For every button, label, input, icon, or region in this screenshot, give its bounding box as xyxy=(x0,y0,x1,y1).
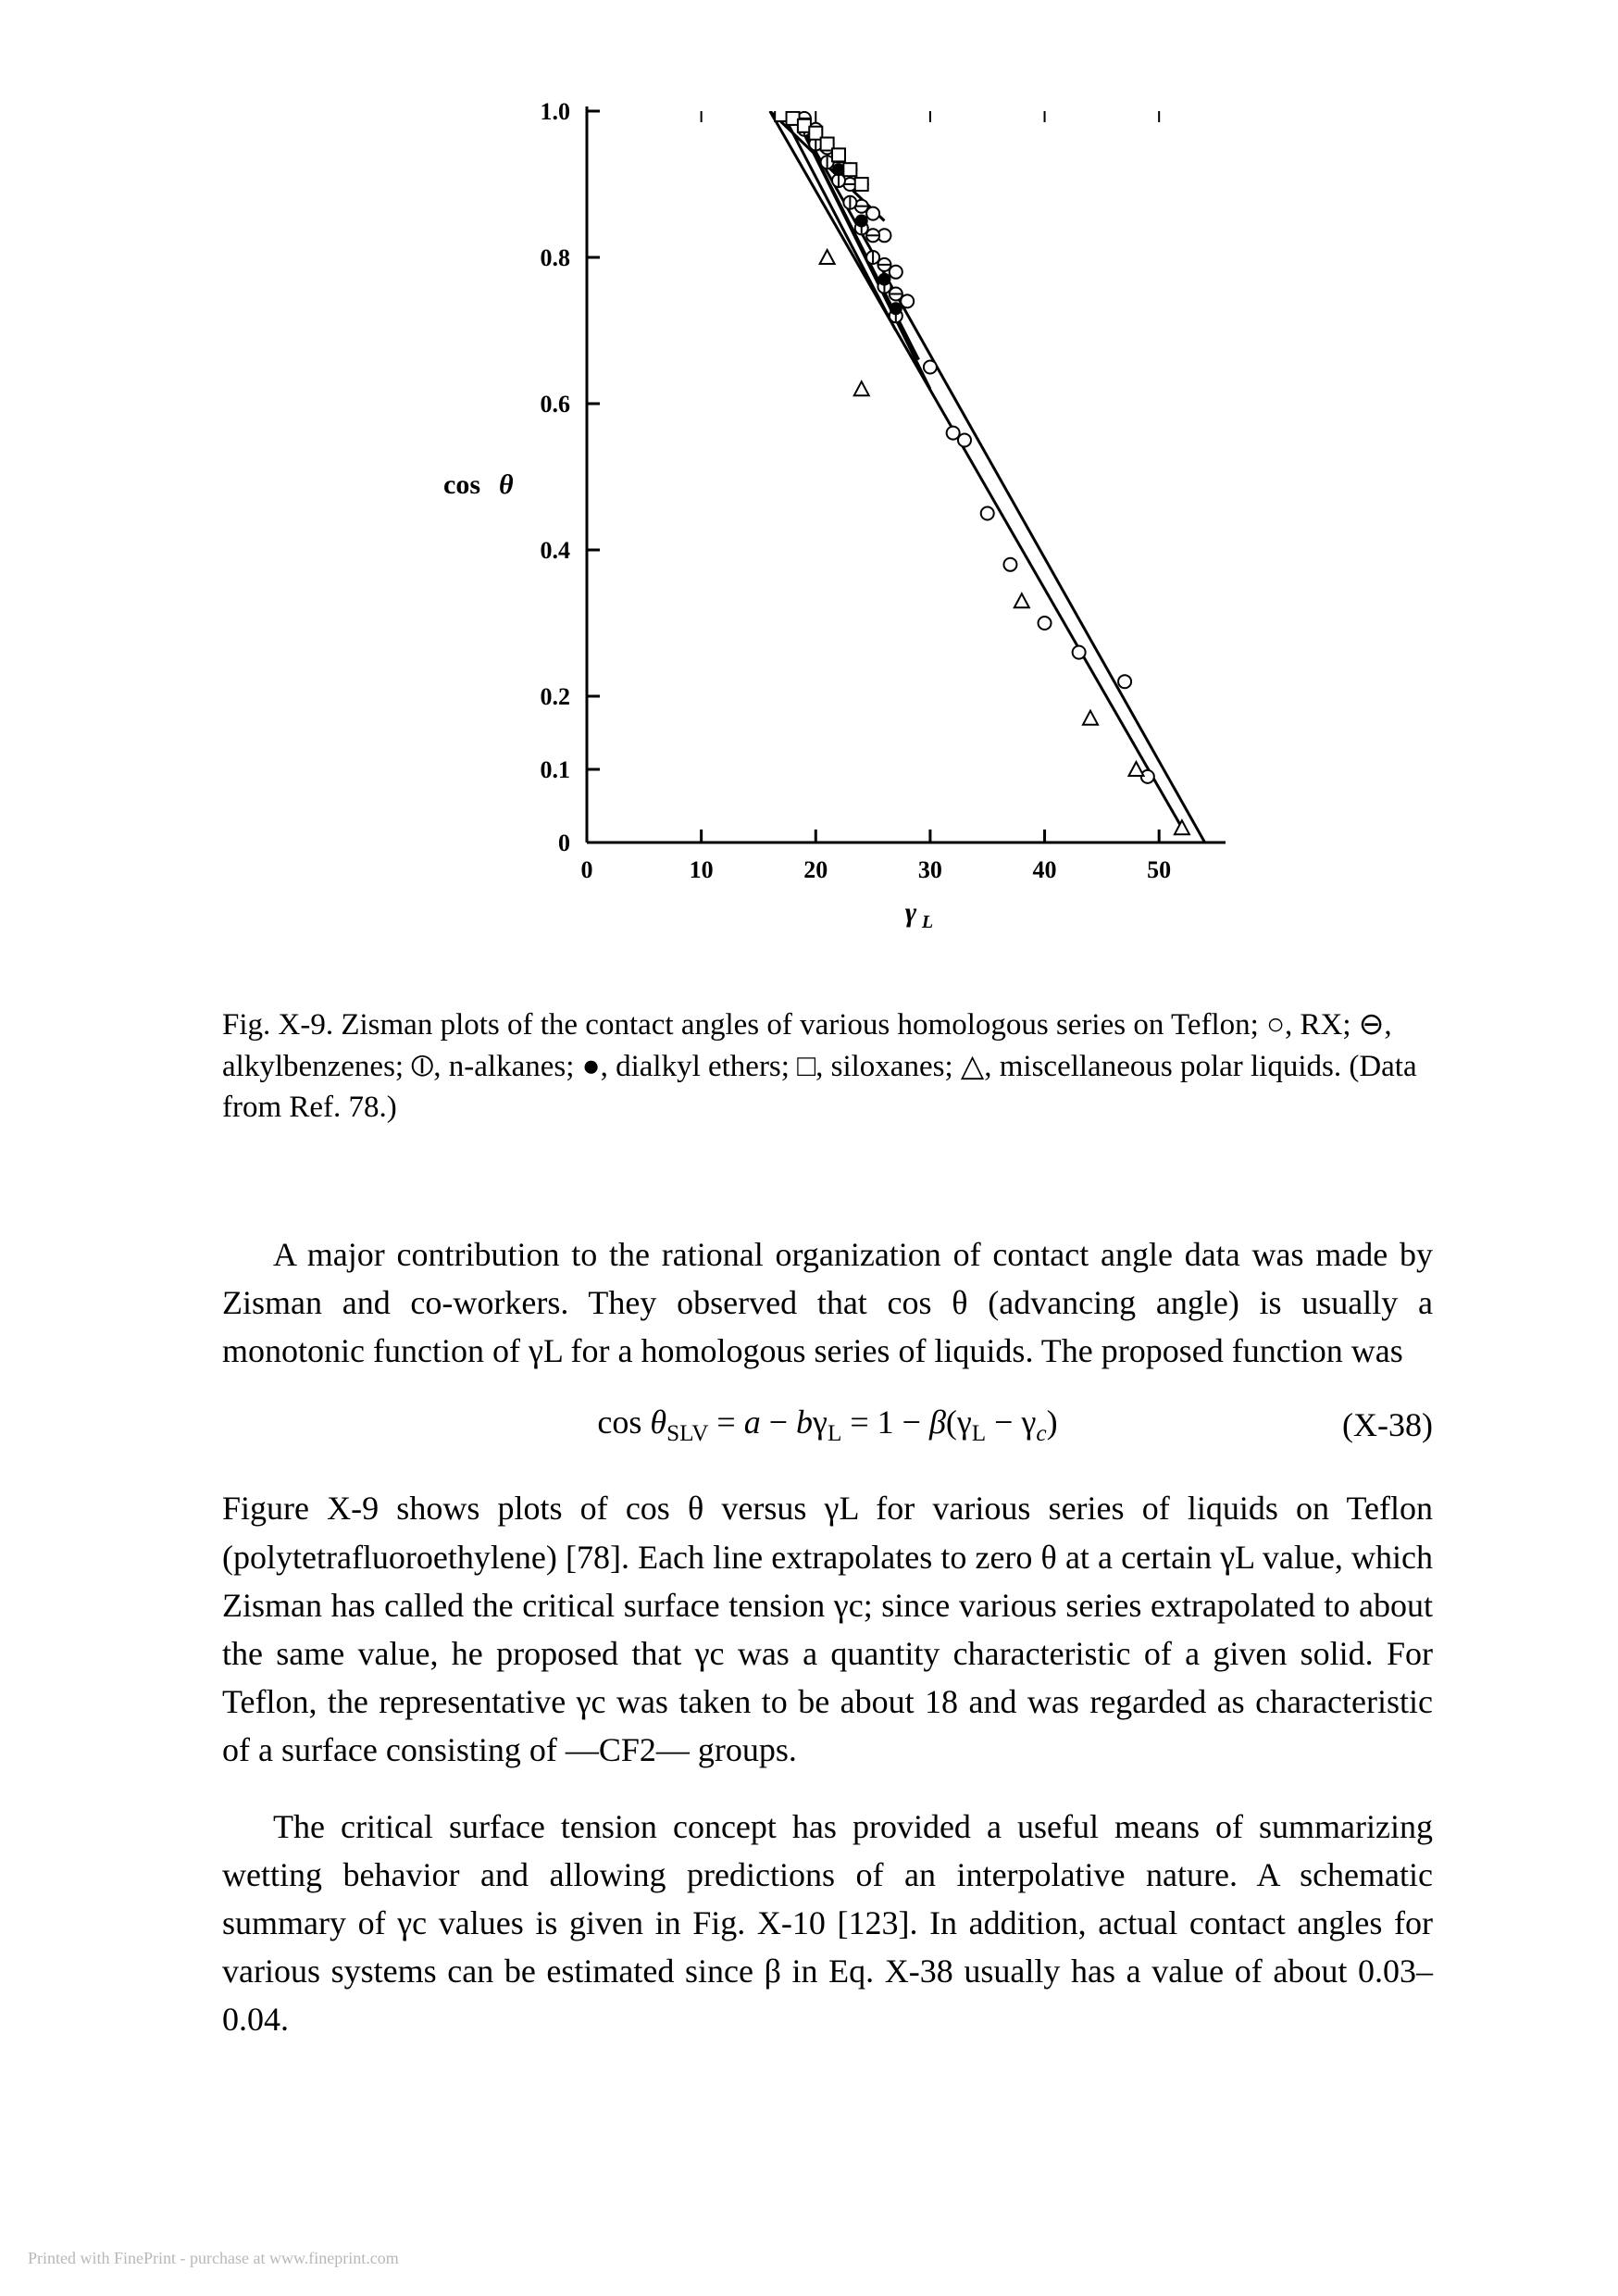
svg-text:0: 0 xyxy=(581,856,593,883)
footer-watermark: Printed with FinePrint - purchase at www… xyxy=(28,2249,399,2268)
svg-text:0.8: 0.8 xyxy=(541,244,571,271)
svg-text:0.1: 0.1 xyxy=(541,756,571,783)
svg-text:10: 10 xyxy=(690,856,714,883)
svg-text:0.6: 0.6 xyxy=(541,391,571,418)
equation-number: (X-38) xyxy=(1342,1405,1433,1444)
svg-text:γ: γ xyxy=(905,897,917,928)
svg-text:30: 30 xyxy=(918,856,942,883)
svg-text:1.0: 1.0 xyxy=(541,98,571,125)
svg-text:40: 40 xyxy=(1033,856,1057,883)
svg-text:cos: cos xyxy=(443,469,480,500)
zisman-chart: 0 10 20 30 40 50 0 0.1 0.2 0.4 0.6 0.8 1.0 γLcosθ xyxy=(402,74,1253,967)
equation: cos θSLV = a − bγL = 1 − β(γL − γc) xyxy=(597,1403,1057,1447)
svg-text:θ: θ xyxy=(499,469,514,500)
equation-row: cos θSLV = a − bγL = 1 − β(γL − γc) (X-3… xyxy=(222,1403,1433,1447)
svg-text:0: 0 xyxy=(558,830,570,856)
figure-caption: Fig. X-9. Zisman plots of the contact an… xyxy=(222,1004,1433,1129)
paragraph-1: A major contribution to the rational org… xyxy=(222,1230,1433,1376)
svg-text:20: 20 xyxy=(803,856,828,883)
page: 0 10 20 30 40 50 0 0.1 0.2 0.4 0.6 0.8 1.0 γLcosθ Fig… xyxy=(0,0,1618,2296)
svg-text:0.2: 0.2 xyxy=(541,683,571,710)
paragraph-3: The critical surface tension concept has… xyxy=(222,1803,1433,2044)
svg-text:L: L xyxy=(921,912,933,932)
chart-svg: 0 10 20 30 40 50 0 0.1 0.2 0.4 0.6 0.8 1.0 γLcosθ xyxy=(402,74,1253,963)
svg-text:0.4: 0.4 xyxy=(541,537,571,564)
paragraph-2: Figure X-9 shows plots of cos θ versus γ… xyxy=(222,1484,1433,1774)
svg-text:50: 50 xyxy=(1147,856,1171,883)
